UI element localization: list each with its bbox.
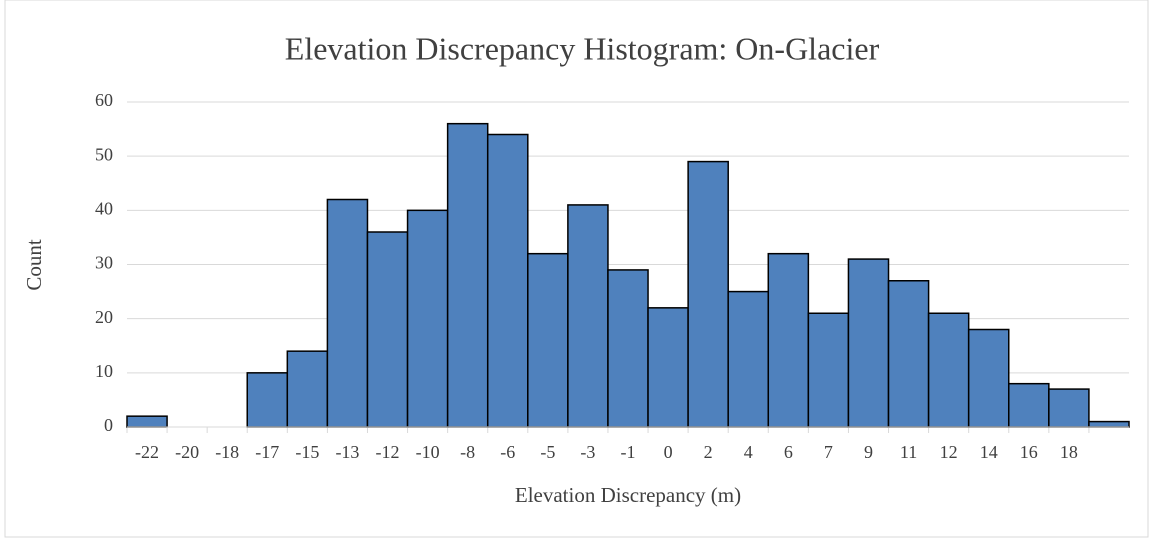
bar — [1088, 420, 1130, 428]
x-tick-label: -18 — [215, 442, 239, 462]
y-tick-label: 60 — [95, 90, 113, 110]
x-tick-label: -17 — [255, 442, 279, 462]
bar — [366, 231, 409, 428]
bar — [927, 312, 970, 428]
bar — [486, 133, 529, 428]
x-tick-label: -12 — [376, 442, 400, 462]
x-tick-label: 18 — [1060, 442, 1078, 462]
x-tick-label: 2 — [704, 442, 713, 462]
chart-frame — [4, 0, 1149, 538]
y-tick-label: 40 — [95, 198, 113, 218]
x-tick-label: -1 — [621, 442, 636, 462]
y-axis-label: Count — [22, 239, 46, 291]
bar — [647, 307, 689, 428]
y-tick-label: 50 — [95, 144, 113, 164]
x-tick-label: 12 — [940, 442, 958, 462]
x-tick-label: -6 — [500, 442, 515, 462]
bar — [527, 252, 569, 428]
x-tick-label: -22 — [135, 442, 159, 462]
x-tick-label: 9 — [864, 442, 873, 462]
x-tick-label: -5 — [540, 442, 555, 462]
x-tick-label: 14 — [980, 442, 998, 462]
chart-title: Elevation Discrepancy Histogram: On-Glac… — [285, 30, 880, 66]
bar — [727, 290, 770, 428]
x-tick-label: 4 — [744, 442, 753, 462]
bar — [406, 209, 449, 428]
bar — [967, 328, 1010, 428]
bar — [847, 258, 890, 428]
bar — [286, 350, 329, 428]
x-tick-label: 6 — [784, 442, 793, 462]
bar — [687, 160, 729, 428]
x-tick-label: 7 — [824, 442, 833, 462]
bar — [767, 252, 810, 428]
x-tick-label: 0 — [664, 442, 673, 462]
bar — [326, 198, 369, 428]
x-axis-label: Elevation Discrepancy (m) — [515, 483, 741, 507]
bar — [607, 269, 649, 428]
x-tick-label: -15 — [295, 442, 319, 462]
bar — [246, 372, 289, 428]
x-tick-label: -3 — [580, 442, 595, 462]
bar — [126, 415, 168, 428]
y-tick-label: 0 — [104, 415, 113, 435]
y-tick-label: 20 — [95, 307, 113, 327]
x-tick-label: -8 — [460, 442, 475, 462]
y-tick-label: 10 — [95, 361, 113, 381]
bar — [567, 204, 609, 428]
bar — [807, 312, 850, 428]
bar — [446, 122, 489, 428]
bar — [1048, 388, 1090, 428]
x-tick-label: -20 — [175, 442, 199, 462]
bar — [1008, 382, 1050, 428]
x-tick-label: -10 — [416, 442, 440, 462]
x-tick-label: -13 — [335, 442, 359, 462]
bar — [887, 280, 930, 428]
y-tick-label: 30 — [95, 253, 113, 273]
x-tick-label: 16 — [1020, 442, 1038, 462]
x-tick-label: 11 — [900, 442, 917, 462]
